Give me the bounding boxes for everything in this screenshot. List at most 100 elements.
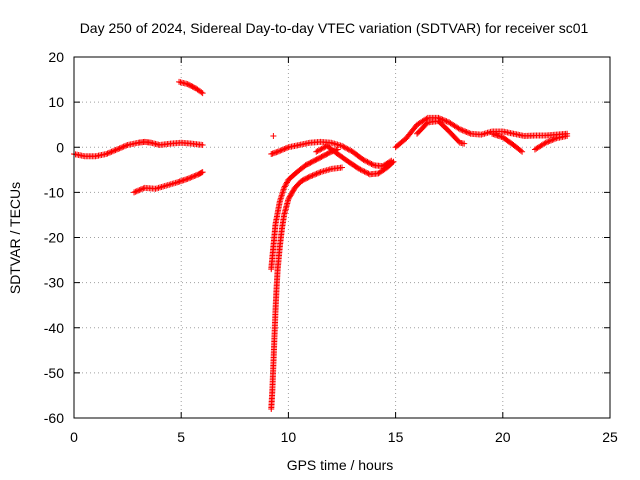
data-point: [192, 172, 199, 179]
x-tick-label: 25: [602, 429, 618, 445]
plot-frame: [73, 56, 611, 419]
data-point: [343, 145, 350, 152]
data-point: [541, 140, 548, 147]
data-point: [443, 118, 450, 125]
data-points: [71, 78, 571, 412]
data-point: [281, 184, 288, 191]
chart-title: Day 250 of 2024, Sidereal Day-to-day VTE…: [80, 20, 589, 36]
data-point: [107, 149, 114, 156]
data-point: [276, 148, 283, 155]
data-point: [365, 159, 372, 166]
data-point: [112, 147, 119, 154]
data-point: [270, 132, 277, 139]
x-tick-label: 10: [281, 429, 297, 445]
data-point: [440, 117, 447, 124]
series-sat-b: [131, 169, 206, 196]
series-sat-j: [414, 118, 468, 147]
series-sat-c: [176, 78, 206, 97]
data-point: [123, 142, 130, 149]
data-point: [368, 160, 375, 167]
data-point: [363, 158, 370, 165]
data-point: [360, 167, 367, 174]
data-point: [284, 144, 291, 151]
data-point: [131, 189, 138, 196]
x-tick-label: 20: [495, 429, 511, 445]
data-point: [439, 116, 446, 123]
data-point: [199, 169, 206, 176]
data-point: [116, 145, 123, 152]
data-point: [354, 165, 361, 172]
data-point: [117, 144, 124, 151]
data-point: [341, 144, 348, 151]
data-point: [315, 147, 322, 154]
data-point: [111, 147, 118, 154]
data-point: [517, 147, 524, 154]
data-point: [316, 169, 323, 176]
data-point: [104, 150, 111, 157]
data-point: [286, 193, 293, 200]
data-point: [455, 125, 462, 132]
data-point: [542, 139, 549, 146]
data-point: [285, 196, 292, 203]
data-point: [290, 187, 297, 194]
data-point: [113, 146, 120, 153]
data-point: [466, 130, 473, 137]
data-point: [314, 148, 321, 155]
y-tick-label: -40: [44, 320, 64, 336]
data-point: [549, 136, 556, 143]
data-point: [281, 145, 288, 152]
data-point: [103, 151, 110, 158]
data-point: [455, 138, 462, 145]
data-point: [108, 148, 115, 155]
x-tick-label: 0: [70, 429, 78, 445]
data-point: [347, 147, 354, 154]
data-point: [306, 173, 313, 180]
y-tick-label: -20: [44, 230, 64, 246]
data-point: [463, 129, 470, 136]
data-point: [548, 137, 555, 144]
data-point: [282, 182, 289, 189]
data-point: [464, 129, 471, 136]
y-tick-label: 0: [56, 139, 64, 155]
data-point: [198, 169, 205, 176]
data-point: [318, 145, 325, 152]
data-point: [289, 188, 296, 195]
data-point: [184, 175, 191, 182]
data-point: [280, 146, 287, 153]
data-point: [133, 188, 140, 195]
data-point: [456, 126, 463, 133]
data-point: [356, 165, 363, 172]
data-point: [361, 168, 368, 175]
data-point: [442, 117, 449, 124]
data-point: [283, 179, 290, 186]
y-tick-label: -10: [44, 184, 64, 200]
series-sat-i: [392, 114, 571, 151]
data-point: [115, 145, 122, 152]
data-point: [362, 169, 369, 176]
data-point: [120, 143, 127, 150]
data-point: [288, 189, 295, 196]
data-point: [461, 140, 468, 147]
data-point: [199, 141, 206, 148]
data-point: [389, 159, 396, 166]
data-point: [313, 170, 320, 177]
data-point: [310, 171, 317, 178]
data-point: [287, 192, 294, 199]
data-point: [462, 128, 469, 135]
data-point: [188, 174, 195, 181]
series-sat-l: [531, 132, 571, 153]
data-point: [109, 148, 116, 155]
data-point: [132, 188, 139, 195]
data-point: [321, 144, 328, 151]
data-point: [458, 126, 465, 133]
data-point: [185, 175, 192, 182]
data-point: [309, 172, 316, 179]
data-point: [369, 161, 376, 168]
y-tick-label: -50: [44, 365, 64, 381]
data-point: [550, 136, 557, 143]
data-point: [545, 138, 552, 145]
series-sat-k: [489, 130, 526, 155]
data-point: [367, 160, 374, 167]
y-tick-label: 20: [48, 49, 64, 65]
y-axis-label: SDTVAR / TECUs: [7, 182, 23, 294]
